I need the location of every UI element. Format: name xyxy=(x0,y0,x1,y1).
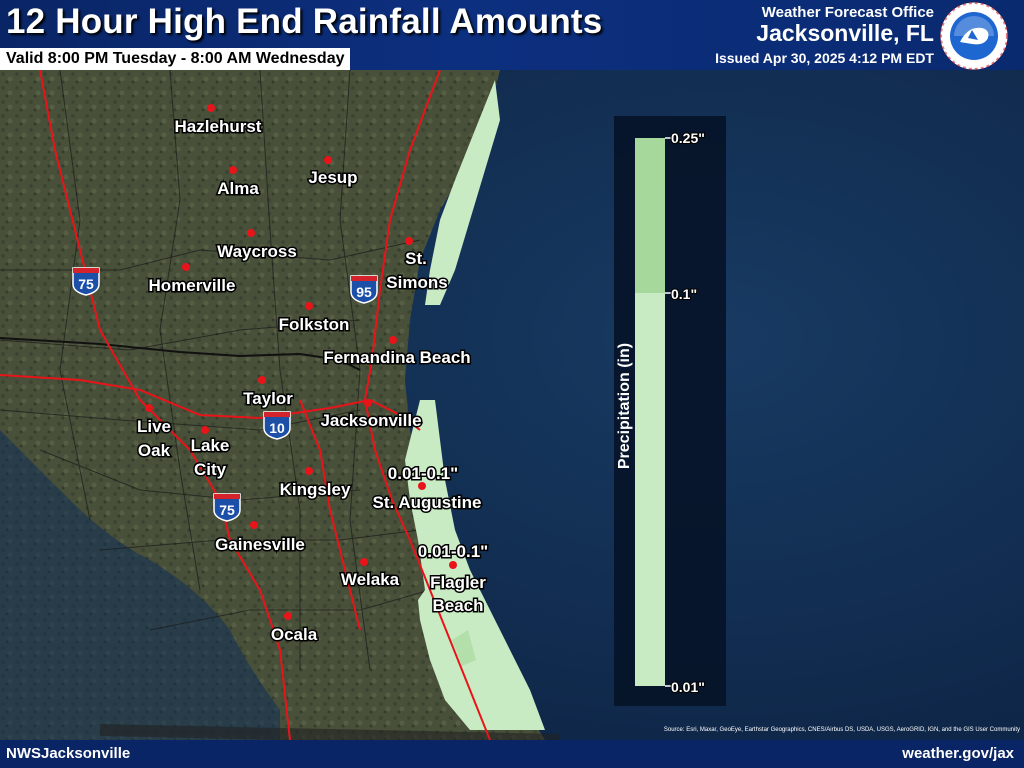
city-dot xyxy=(182,263,190,271)
city-dots xyxy=(145,104,457,620)
city-label-st-simons-2: Simons xyxy=(386,273,447,292)
nws-logo-icon xyxy=(939,1,1009,71)
city-label-fernandina-beach: Fernandina Beach xyxy=(323,348,470,367)
city-dot xyxy=(360,558,368,566)
city-dot xyxy=(405,237,413,245)
city-labels: Hazlehurst Alma Jesup Waycross St. Simon… xyxy=(135,116,487,646)
rainfall-map: Hazlehurst Alma Jesup Waycross St. Simon… xyxy=(0,70,1024,740)
city-label-st-simons-1: St. xyxy=(405,249,427,268)
legend-bin-0.1-0.25 xyxy=(635,138,665,293)
svg-text:10: 10 xyxy=(269,420,285,436)
social-handle: NWSJacksonville xyxy=(6,745,131,762)
interstate-shield-icon: 75 xyxy=(72,267,100,296)
city-dot xyxy=(229,166,237,174)
rainfall-annotation: 0.01-0.1" xyxy=(418,542,488,561)
city-dot xyxy=(324,156,332,164)
svg-text:95: 95 xyxy=(356,284,372,300)
office-label: Weather Forecast Office xyxy=(761,4,934,21)
city-label-homerville: Homerville xyxy=(149,276,236,295)
website-url: weather.gov/jax xyxy=(902,745,1014,762)
rainfall-annotation: 0.01-0.1" xyxy=(388,464,458,483)
city-label-ocala: Ocala xyxy=(271,625,318,644)
city-dot xyxy=(418,482,426,490)
city-label-flagler-beach-2: Beach xyxy=(432,596,483,615)
gulf-of-mexico xyxy=(0,430,280,740)
city-label-waycross: Waycross xyxy=(217,242,297,261)
legend-title: Precipitation (in) xyxy=(616,343,633,469)
legend-label-bottom: 0.01" xyxy=(671,679,705,695)
legend-bin-0.01-0.1 xyxy=(635,293,665,686)
interstate-shield-icon: 95 xyxy=(350,275,378,304)
city-dot xyxy=(145,404,153,412)
footer-bar: NWSJacksonville weather.gov/jax xyxy=(0,740,1024,768)
legend-panel xyxy=(614,116,726,706)
svg-text:75: 75 xyxy=(78,276,94,292)
city-label-taylor: Taylor xyxy=(243,389,293,408)
city-dot xyxy=(284,612,292,620)
valid-period: Valid 8:00 PM Tuesday - 8:00 AM Wednesda… xyxy=(0,48,351,70)
city-label-live-oak-1: Live xyxy=(137,417,171,436)
city-label-flagler-beach-1: Flagler xyxy=(430,573,486,592)
city-label-lake-city-1: Lake xyxy=(191,436,230,455)
interstate-shield-icon: 75 xyxy=(213,493,241,522)
city-dot xyxy=(201,426,209,434)
state-line xyxy=(0,337,361,371)
page-title: 12 Hour High End Rainfall Amounts xyxy=(6,2,603,41)
city-dot xyxy=(250,521,258,529)
city-label-welaka: Welaka xyxy=(341,570,400,589)
city-label-jacksonville: Jacksonville xyxy=(320,411,421,430)
office-city: Jacksonville, FL xyxy=(756,20,934,46)
svg-text:75: 75 xyxy=(219,502,235,518)
city-dot xyxy=(305,467,313,475)
header-bar: 12 Hour High End Rainfall Amounts Valid … xyxy=(0,0,1024,71)
city-label-st-augustine: St. Augustine xyxy=(373,493,482,512)
interstate-shields: 75 95 10 75 xyxy=(72,267,378,522)
city-label-kingsley: Kingsley xyxy=(280,480,351,499)
city-dot xyxy=(364,399,372,407)
legend-label-top: 0.25" xyxy=(671,130,705,146)
county-lines xyxy=(0,70,431,671)
city-label-live-oak-2: Oak xyxy=(138,441,171,460)
city-label-hazlehurst: Hazlehurst xyxy=(175,117,262,136)
city-label-jesup: Jesup xyxy=(308,168,357,187)
issued-time: Issued Apr 30, 2025 4:12 PM EDT xyxy=(715,50,934,66)
legend-label-mid: 0.1" xyxy=(671,286,697,302)
city-dot xyxy=(207,104,215,112)
rainfall-swath xyxy=(405,80,545,730)
map-source-credit: Source: Esri, Maxar, GeoEye, Earthstar G… xyxy=(663,727,1020,733)
rainfall-annotations: 0.01-0.1" 0.01-0.1" xyxy=(386,463,489,563)
city-dot xyxy=(449,561,457,569)
city-label-folkston: Folkston xyxy=(279,315,350,334)
city-label-lake-city-2: City xyxy=(194,460,227,479)
city-label-gainesville: Gainesville xyxy=(215,535,305,554)
city-label-alma: Alma xyxy=(217,179,259,198)
city-dot xyxy=(247,229,255,237)
legend: 0.25" 0.1" 0.01" Precipitation (in) xyxy=(614,116,726,706)
interstate-shield-icon: 10 xyxy=(263,411,291,440)
roads xyxy=(0,70,491,740)
city-dot xyxy=(305,302,313,310)
city-dot xyxy=(258,376,266,384)
city-dot xyxy=(389,336,397,344)
